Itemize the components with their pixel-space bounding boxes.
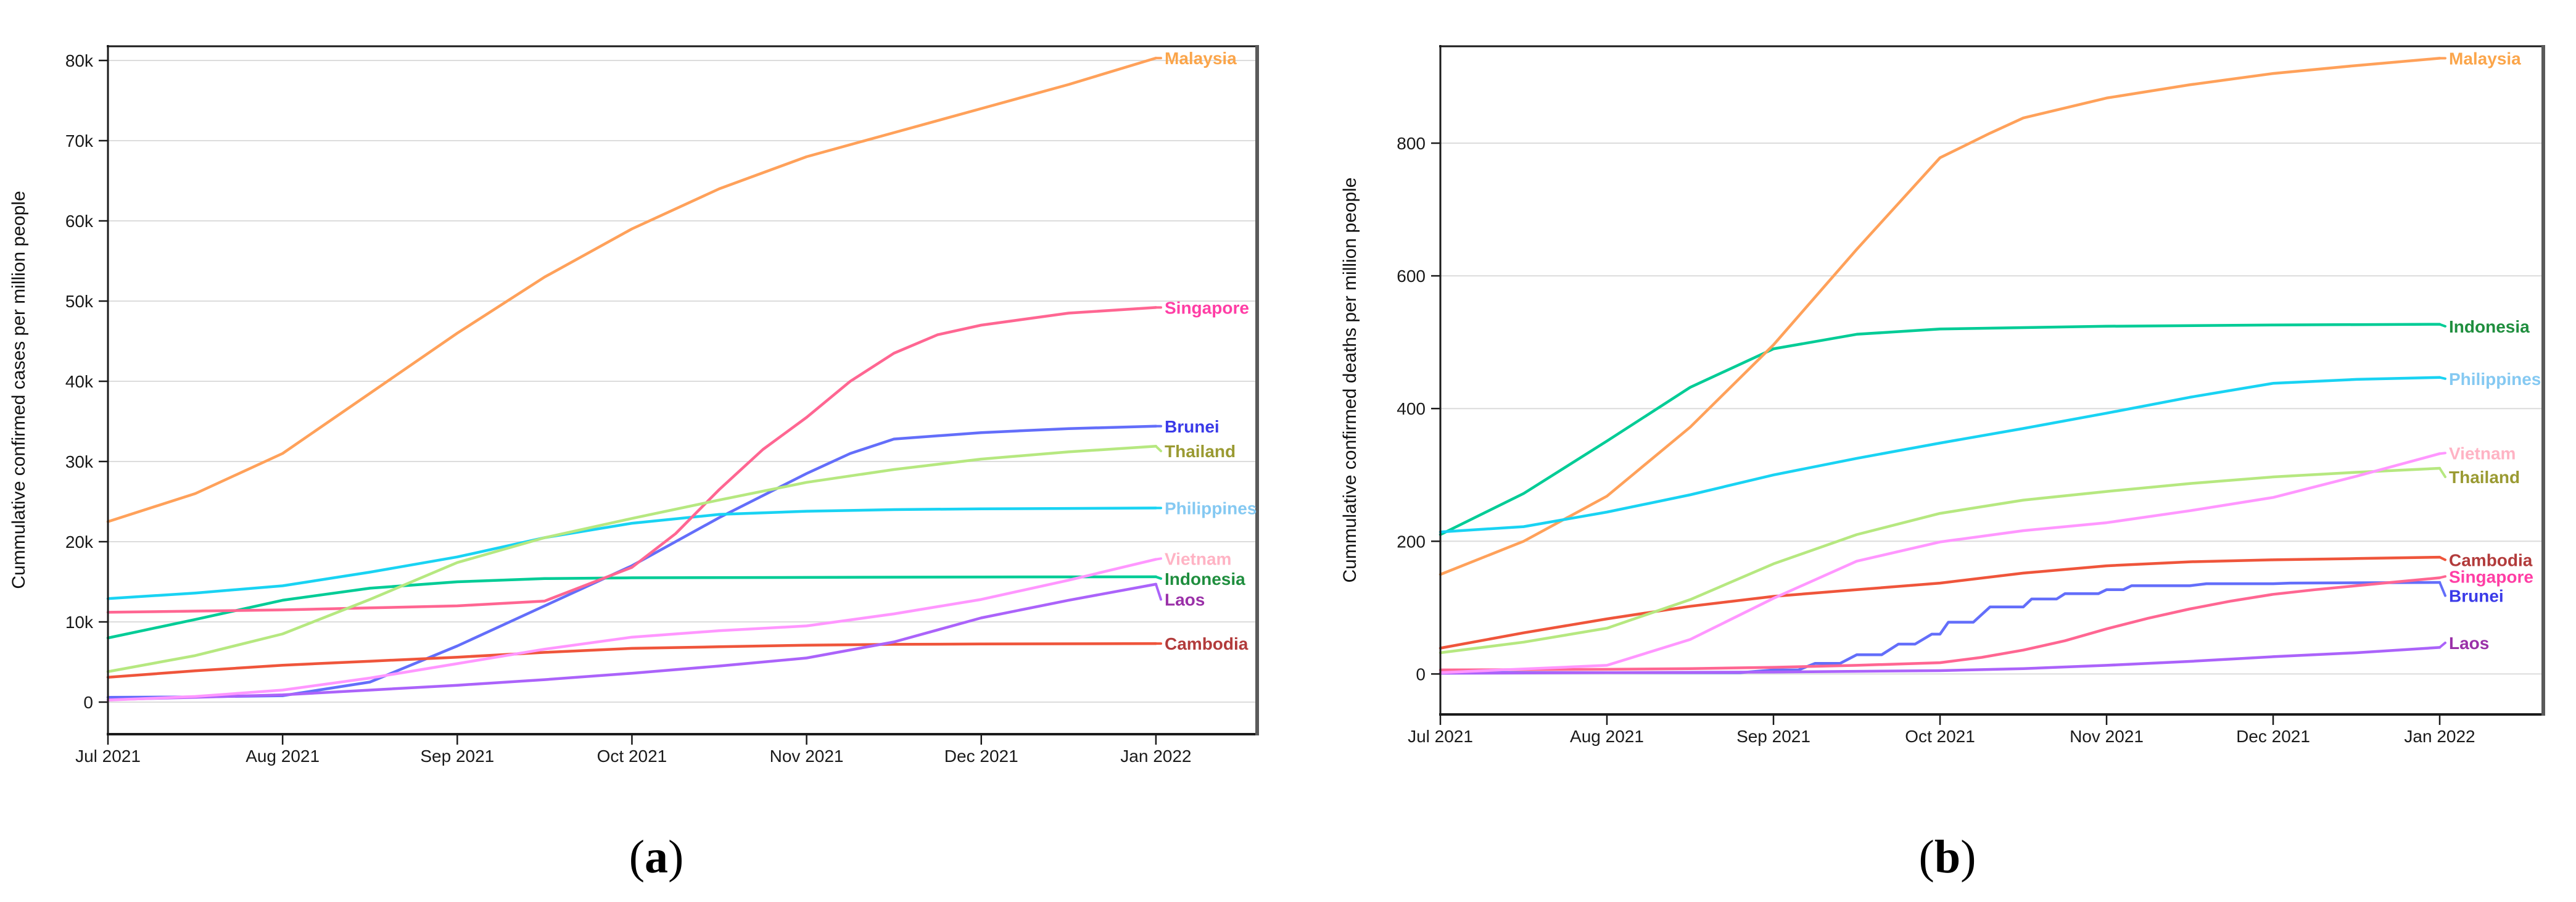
deaths-series-line-indonesia (1439, 323, 2442, 536)
caption-b-letter: b (1934, 831, 1961, 883)
cases-series-label-philippines: Philippines (1165, 499, 1257, 518)
cases-y-tick-label-60k: 60k (65, 212, 94, 231)
deaths-series-label-malaysia: Malaysia (2449, 49, 2521, 68)
cases-label-connector-thailand (1154, 445, 1162, 453)
deaths-series-label-vietnam: Vietnam (2449, 444, 2516, 463)
deaths-label-connector-brunei (2438, 581, 2446, 597)
deaths-series-label-philippines: Philippines (2449, 370, 2541, 389)
caption-a: (a) (533, 830, 780, 884)
cases-series-label-brunei: Brunei (1165, 417, 1220, 436)
caption-b-close: ) (1960, 831, 1976, 883)
cases-x-tick-label-0: Jul 2021 (75, 747, 141, 766)
deaths-label-connector-philippines (2438, 376, 2446, 380)
cases-x-tick-label-1: Aug 2021 (246, 747, 320, 766)
cases-x-tick-label-5: Dec 2021 (944, 747, 1018, 766)
deaths-x-tick-label-3: Oct 2021 (1905, 727, 1975, 746)
deaths-series-label-brunei: Brunei (2449, 586, 2504, 605)
deaths-label-connector-indonesia (2438, 323, 2446, 328)
deaths-series-labels: Brunei Cambodia Indonesia Laos Malaysia Phili… (2449, 49, 2541, 652)
cases-label-connector-laos (1154, 582, 1162, 601)
deaths-series-line-malaysia (1439, 57, 2442, 576)
cases-x-tick-label-3: Oct 2021 (597, 747, 667, 766)
deaths-x-tick-label-6: Jan 2022 (2404, 727, 2475, 746)
cases-y-tick-label-0: 0 (83, 693, 93, 712)
cases-series-line-vietnam (106, 558, 1158, 702)
cases-gridlines (108, 60, 1255, 703)
cases-y-tick-label-50k: 50k (65, 292, 94, 311)
cases-series-label-thailand: Thailand (1165, 442, 1236, 461)
cases-frame (107, 45, 1259, 735)
deaths-chart: 0 200 400 600 800 Jul 2021 Aug 2021 Sep 2021 Oct… (1340, 45, 2545, 746)
deaths-x-tick-label-5: Dec 2021 (2236, 727, 2310, 746)
deaths-series-label-thailand: Thailand (2449, 468, 2520, 487)
deaths-label-connector-thailand (2438, 467, 2446, 478)
cases-y-tick-label-20k: 20k (65, 532, 94, 552)
cases-y-tick-label-10k: 10k (65, 613, 94, 632)
cases-label-connector-indonesia (1154, 575, 1162, 580)
deaths-y-axis-title: Cummulative confirmed deaths per million… (1340, 178, 1360, 583)
deaths-series (1439, 57, 2446, 675)
cases-series-line-cambodia (106, 642, 1158, 679)
deaths-series-label-singapore: Singapore (2449, 567, 2533, 586)
cases-x-tick-label-6: Jan 2022 (1120, 747, 1191, 766)
cases-series-label-malaysia: Malaysia (1165, 49, 1237, 68)
deaths-series-line-philippines (1439, 376, 2442, 534)
deaths-series-line-singapore (1439, 576, 2442, 672)
deaths-label-connector-cambodia (2438, 556, 2446, 561)
cases-series-line-brunei (106, 424, 1158, 699)
cases-axes: 0 10k 20k 30k 40k 50k 60k 70k 80k Jul 2021 Aug 202… (65, 51, 1192, 766)
cases-series-label-vietnam: Vietnam (1165, 549, 1231, 568)
caption-b-open: ( (1918, 831, 1934, 883)
deaths-x-tick-label-0: Jul 2021 (1408, 727, 1473, 746)
cases-series-line-singapore (106, 306, 1158, 614)
cases-series-label-singapore: Singapore (1165, 298, 1249, 317)
deaths-label-connector-singapore (2438, 575, 2446, 579)
cases-x-tick-label-4: Nov 2021 (770, 747, 844, 766)
deaths-series-label-indonesia: Indonesia (2449, 317, 2530, 336)
deaths-x-tick-label-2: Sep 2021 (1736, 727, 1810, 746)
deaths-y-tick-label-600: 600 (1397, 267, 1426, 286)
cases-series (106, 56, 1162, 702)
cases-series-line-malaysia (106, 56, 1158, 523)
deaths-series-line-vietnam (1439, 452, 2442, 674)
caption-a-open: ( (629, 831, 645, 883)
cases-y-axis-title: Cummulative confirmed cases per million … (9, 191, 29, 589)
cases-series-line-thailand (106, 445, 1158, 673)
cases-y-tick-label-40k: 40k (65, 372, 94, 391)
cases-chart: 0 10k 20k 30k 40k 50k 60k 70k 80k Jul 2021 Aug 202… (9, 45, 1259, 766)
deaths-axes: 0 200 400 600 800 Jul 2021 Aug 2021 Sep 2021 Oct… (1397, 134, 2475, 746)
cases-series-label-indonesia: Indonesia (1165, 569, 1245, 589)
deaths-y-tick-label-200: 200 (1397, 532, 1426, 551)
deaths-series-line-brunei (1439, 581, 2442, 674)
deaths-series-label-laos: Laos (2449, 634, 2489, 653)
cases-series-line-laos (106, 582, 1158, 701)
deaths-x-tick-label-4: Nov 2021 (2070, 727, 2144, 746)
deaths-series-line-thailand (1439, 466, 2442, 655)
deaths-y-tick-label-800: 800 (1397, 134, 1426, 153)
cases-series-label-cambodia: Cambodia (1165, 634, 1249, 653)
cases-series-label-laos: Laos (1165, 590, 1205, 610)
deaths-series-line-cambodia (1439, 555, 2442, 650)
deaths-label-connector-laos (2438, 641, 2446, 649)
cases-x-tick-label-2: Sep 2021 (420, 747, 494, 766)
deaths-frame (1439, 45, 2545, 716)
deaths-y-tick-label-0: 0 (1416, 664, 1426, 684)
cases-y-tick-label-80k: 80k (65, 51, 94, 70)
cases-label-connector-vietnam (1154, 557, 1162, 561)
deaths-series-line-laos (1439, 646, 2442, 675)
caption-b: (b) (1824, 830, 2071, 884)
caption-a-letter: a (645, 831, 668, 883)
deaths-y-tick-label-400: 400 (1397, 399, 1426, 418)
deaths-x-tick-label-1: Aug 2021 (1570, 727, 1644, 746)
cases-series-line-philippines (106, 507, 1158, 600)
deaths-gridlines (1440, 143, 2541, 675)
deaths-series-label-cambodia: Cambodia (2449, 550, 2533, 569)
cases-y-tick-label-70k: 70k (65, 131, 94, 151)
caption-a-close: ) (668, 831, 684, 883)
cases-y-tick-label-30k: 30k (65, 452, 94, 471)
